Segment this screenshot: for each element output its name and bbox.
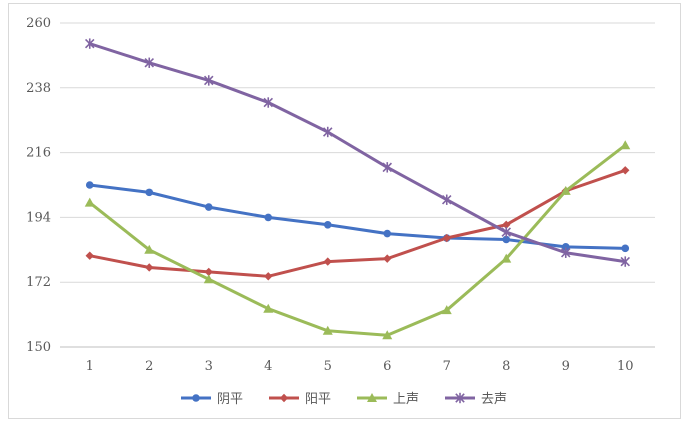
- data-point: [621, 244, 630, 253]
- y-tick-label: 150: [26, 340, 51, 355]
- data-point: [560, 185, 571, 195]
- data-point: [203, 75, 214, 86]
- series-2: [85, 166, 630, 281]
- data-point: [145, 263, 154, 272]
- data-point: [322, 126, 333, 138]
- series-line: [88, 168, 627, 278]
- x-tick-label: 3: [205, 359, 213, 374]
- y-tick-label: 172: [26, 275, 51, 290]
- x-tick-label: 10: [617, 359, 634, 374]
- x-tick-label: 4: [264, 359, 272, 374]
- data-point: [441, 305, 452, 315]
- data-point: [382, 162, 393, 173]
- data-point: [441, 194, 452, 205]
- data-point: [383, 254, 392, 263]
- data-point: [561, 243, 570, 251]
- x-tick-label: 2: [145, 359, 153, 374]
- data-point: [264, 272, 273, 281]
- x-tick-label: 6: [383, 359, 391, 374]
- series-line: [88, 42, 627, 264]
- data-point: [442, 233, 451, 243]
- data-point: [501, 226, 512, 238]
- y-tick-label: 194: [26, 210, 51, 225]
- data-point: [383, 229, 392, 238]
- data-point: [263, 303, 274, 313]
- series-line: [88, 143, 627, 337]
- data-point: [144, 57, 155, 68]
- data-point: [620, 140, 631, 150]
- chart-frame: [8, 3, 681, 419]
- data-point: [144, 244, 155, 254]
- y-tick-label: 238: [26, 81, 51, 96]
- legend-marker: [455, 392, 465, 404]
- legend-label: 阴平: [217, 392, 243, 407]
- x-tick-label: 5: [324, 359, 332, 374]
- data-point: [501, 253, 512, 263]
- data-point: [560, 247, 571, 258]
- legend-item-2: 阳平: [269, 392, 331, 407]
- legend-item-1: 阴平: [181, 392, 243, 407]
- x-tick-label: 1: [86, 359, 94, 374]
- data-point: [264, 213, 273, 222]
- series-4: [84, 38, 631, 267]
- data-point: [620, 256, 631, 267]
- data-point: [84, 38, 95, 49]
- x-tick-label: 9: [562, 359, 570, 374]
- data-point: [145, 188, 154, 197]
- legend-label: 去声: [481, 392, 507, 407]
- data-point: [323, 220, 332, 229]
- legend-item-4: 去声: [445, 392, 507, 407]
- data-point: [621, 166, 630, 175]
- data-point: [85, 181, 94, 189]
- y-tick-label: 260: [26, 16, 51, 31]
- legend-marker: [279, 393, 289, 403]
- legend-marker: [367, 393, 377, 402]
- data-point: [502, 235, 511, 244]
- data-point: [263, 97, 274, 108]
- y-tick-label: 216: [26, 146, 51, 161]
- data-point: [322, 325, 333, 335]
- data-point: [204, 267, 213, 277]
- data-point: [502, 220, 511, 229]
- data-point: [84, 197, 95, 207]
- legend-label: 阳平: [305, 392, 331, 407]
- series-1: [85, 181, 630, 253]
- data-point: [382, 330, 393, 340]
- data-point: [85, 251, 94, 260]
- x-tick-label: 8: [502, 359, 510, 374]
- data-point: [323, 257, 332, 266]
- legend-label: 上声: [393, 392, 419, 407]
- series-3: [84, 140, 631, 340]
- legend-marker: [192, 394, 200, 402]
- legend-item-3: 上声: [357, 392, 419, 407]
- data-point: [204, 203, 213, 211]
- data-point: [203, 274, 214, 284]
- x-tick-label: 7: [443, 359, 451, 374]
